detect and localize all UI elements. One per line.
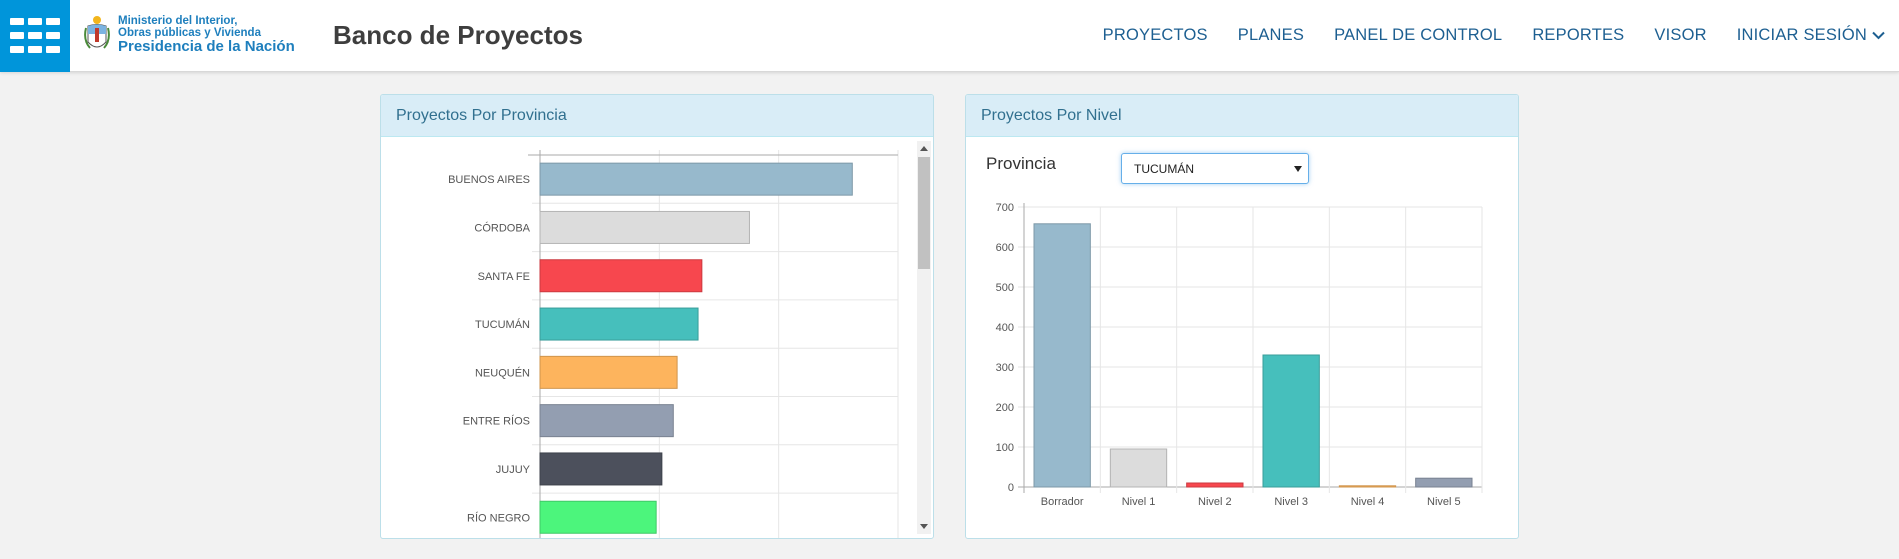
nav-planes[interactable]: PLANES xyxy=(1237,26,1305,44)
bar-nivel-5 xyxy=(1415,477,1473,488)
grid-cell-icon xyxy=(10,32,24,39)
category-label: CÓRDOBA xyxy=(474,221,530,234)
nav-panel-de-control[interactable]: PANEL DE CONTROL xyxy=(1334,26,1503,44)
y-tick-label: 200 xyxy=(996,402,1014,414)
provincia-select-value: TUCUMÁN xyxy=(1134,162,1194,176)
scrollbar-thumb[interactable] xyxy=(918,157,930,269)
bar-tucumán xyxy=(539,307,699,341)
nivel-bar-chart: 0 100 200 300 400 500 600 700 Borrador Nivel 1 Niv… xyxy=(996,202,1483,508)
provincia-panel-title: Proyectos Por Provincia xyxy=(381,95,933,137)
grid-cell-icon xyxy=(10,18,24,25)
bar-río-negro xyxy=(539,500,657,534)
x-tick-label: Nivel 1 xyxy=(1122,496,1156,508)
grid-cell-icon xyxy=(46,18,60,25)
chevron-down-icon xyxy=(1872,31,1885,40)
main-nav: PROYECTOS PLANES PANEL DE CONTROL REPORT… xyxy=(1103,26,1885,45)
provincia-chart-scroll[interactable]: BUENOS AIRES CÓRDOBA SANTA FE TUCUMÁN NEUQUÉ… xyxy=(381,137,933,538)
ministry-logo[interactable]: Ministerio del Interior, Obras públicas … xyxy=(84,14,314,58)
y-tick-label: 700 xyxy=(996,202,1014,214)
bar-borrador xyxy=(1033,223,1091,488)
nav-reportes[interactable]: REPORTES xyxy=(1532,26,1625,44)
bar-nivel-4 xyxy=(1338,485,1397,488)
grid-cell-icon xyxy=(10,46,24,53)
y-tick-label: 600 xyxy=(996,242,1014,254)
bar-santa-fe xyxy=(539,259,703,293)
category-label: ENTRE RÍOS xyxy=(463,415,530,428)
nivel-panel: Proyectos Por Nivel Provincia TUCUMÁN 0 1… xyxy=(965,94,1519,539)
category-label: SANTA FE xyxy=(478,271,530,283)
bar-nivel-3 xyxy=(1262,354,1320,488)
bar-buenos-aires xyxy=(539,162,853,196)
select-caret-icon xyxy=(1294,166,1302,172)
coat-of-arms-icon xyxy=(84,16,110,49)
bar-córdoba xyxy=(539,210,750,244)
category-label: TUCUMÁN xyxy=(475,318,530,331)
y-tick-label: 400 xyxy=(996,322,1014,334)
bar-nivel-2 xyxy=(1186,482,1244,488)
y-tick-label: 0 xyxy=(1008,482,1014,494)
bar-jujuy xyxy=(539,452,663,486)
bar-entre-ríos xyxy=(539,404,674,438)
bar-neuquén xyxy=(539,355,678,389)
scroll-down-arrow-icon[interactable] xyxy=(920,524,928,529)
y-tick-label: 500 xyxy=(996,282,1014,294)
bar-nivel-1 xyxy=(1109,448,1168,488)
nav-iniciar-sesion[interactable]: INICIAR SESIÓN xyxy=(1737,26,1885,45)
apps-grid-button[interactable] xyxy=(0,0,70,72)
presidencia-label: Presidencia de la Nación xyxy=(118,38,295,55)
grid-cell-icon xyxy=(28,18,42,25)
top-header: Ministerio del Interior, Obras públicas … xyxy=(0,0,1899,72)
y-tick-label: 100 xyxy=(996,442,1014,454)
x-tick-label: Borrador xyxy=(1041,496,1084,508)
ministry-name: Ministerio del Interior, Obras públicas … xyxy=(118,15,261,39)
provincia-label: Provincia xyxy=(986,154,1056,173)
nav-iniciar-sesion-label: INICIAR SESIÓN xyxy=(1736,26,1867,44)
vertical-scrollbar[interactable] xyxy=(917,141,931,534)
category-label: BUENOS AIRES xyxy=(448,174,530,186)
x-tick-label: Nivel 5 xyxy=(1427,496,1461,508)
category-label: NEUQUÉN xyxy=(475,366,530,379)
page-title[interactable]: Banco de Proyectos xyxy=(333,20,583,50)
nivel-panel-title: Proyectos Por Nivel xyxy=(966,95,1518,137)
nivel-chart-grid: 0 100 200 300 400 500 600 700 xyxy=(996,202,1483,494)
grid-cell-icon xyxy=(46,46,60,53)
nav-proyectos[interactable]: PROYECTOS xyxy=(1102,26,1208,44)
x-tick-label: Nivel 3 xyxy=(1274,496,1308,508)
category-label: RÍO NEGRO xyxy=(467,511,530,524)
scroll-up-arrow-icon[interactable] xyxy=(920,146,928,151)
x-tick-label: Nivel 4 xyxy=(1351,496,1385,508)
x-tick-label: Nivel 2 xyxy=(1198,496,1232,508)
grid-cell-icon xyxy=(46,32,60,39)
grid-cell-icon xyxy=(28,32,42,39)
y-tick-label: 300 xyxy=(996,362,1014,374)
provincia-bar-chart: BUENOS AIRES CÓRDOBA SANTA FE TUCUMÁN NEUQUÉ… xyxy=(448,150,899,538)
grid-cell-icon xyxy=(28,46,42,53)
provincia-select[interactable]: TUCUMÁN xyxy=(1121,153,1309,184)
nav-visor[interactable]: VISOR xyxy=(1654,26,1707,44)
category-label: JUJUY xyxy=(496,464,531,476)
provincia-panel: Proyectos Por Provincia BUENOS AIRES CÓRD… xyxy=(380,94,934,539)
